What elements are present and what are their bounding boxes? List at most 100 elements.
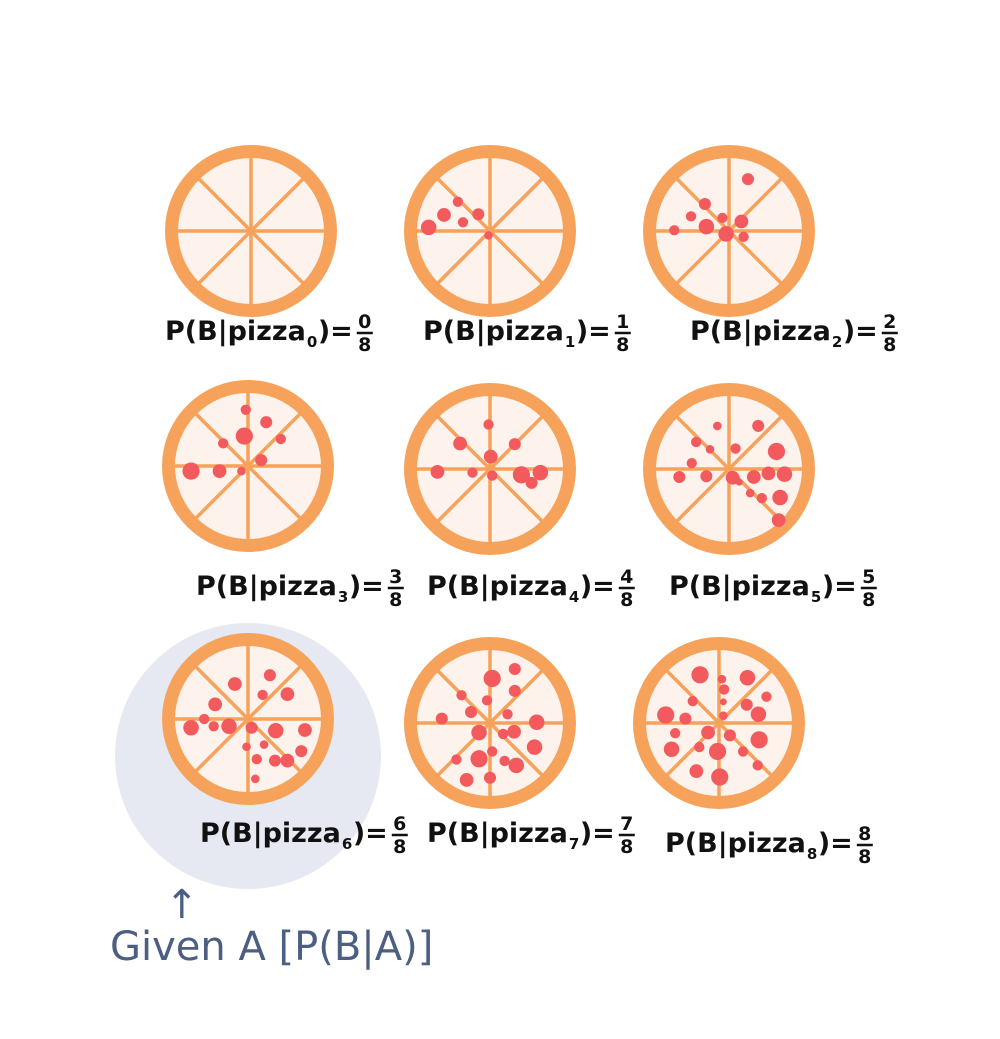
pepperoni-dot bbox=[525, 476, 538, 489]
pepperoni-dot bbox=[275, 433, 287, 445]
pepperoni-dot bbox=[713, 421, 722, 431]
pepperoni-dot bbox=[685, 211, 697, 222]
pepperoni-dot bbox=[750, 731, 768, 749]
pepperoni-dot bbox=[251, 774, 260, 784]
pepperoni-dot bbox=[183, 720, 199, 736]
pepperoni-dot bbox=[730, 443, 741, 454]
pizza-8: P(B|pizza 8)= 88 bbox=[633, 637, 873, 868]
pepperoni-dot bbox=[772, 489, 788, 506]
pepperoni-dot bbox=[437, 208, 451, 222]
fraction-denominator: 8 bbox=[620, 589, 633, 611]
pepperoni-dot bbox=[700, 470, 713, 483]
label-text: P(B|pizza bbox=[669, 571, 810, 602]
label-equals: )= bbox=[576, 316, 611, 347]
pepperoni-dot bbox=[465, 706, 478, 719]
pepperoni-dot bbox=[698, 218, 715, 235]
fraction-numerator: 2 bbox=[883, 311, 896, 333]
pepperoni-dot bbox=[483, 449, 498, 464]
label-text: P(B|pizza bbox=[200, 818, 341, 849]
pepperoni-dot bbox=[687, 695, 698, 707]
label-text: P(B|pizza bbox=[427, 571, 568, 602]
pepperoni-dot bbox=[508, 684, 521, 697]
given-a-label: Given A [P(B|A)] bbox=[110, 924, 433, 970]
given-annotation: ↑ Given A [P(B|A)] bbox=[110, 882, 433, 970]
label-text: P(B|pizza bbox=[165, 316, 306, 347]
pepperoni-dot bbox=[430, 465, 445, 479]
slice-line bbox=[488, 669, 544, 725]
pizza-1: P(B|pizza 1)= 18 bbox=[404, 145, 631, 356]
slice-line bbox=[717, 669, 773, 725]
pepperoni-dot bbox=[483, 669, 501, 688]
probability-label: P(B|pizza 6)= 68 bbox=[200, 813, 408, 858]
pepperoni-dot bbox=[199, 713, 210, 725]
label-subscript: 3 bbox=[338, 588, 348, 606]
fraction-numerator: 1 bbox=[616, 311, 629, 333]
pepperoni-dot bbox=[470, 750, 488, 768]
label-equals: )= bbox=[353, 818, 388, 849]
pepperoni-dot bbox=[452, 196, 464, 207]
pepperoni-dot bbox=[776, 466, 793, 482]
slice-line bbox=[488, 467, 544, 523]
pepperoni-dot bbox=[435, 712, 448, 725]
slice-line bbox=[675, 229, 731, 285]
pepperoni-dot bbox=[502, 709, 513, 720]
slice-line bbox=[194, 665, 250, 721]
label-subscript: 2 bbox=[832, 333, 842, 351]
label-text: P(B|pizza bbox=[665, 828, 806, 859]
slice-line bbox=[436, 229, 492, 285]
pepperoni-dot bbox=[268, 754, 282, 767]
pepperoni-dot bbox=[694, 741, 705, 753]
fraction-numerator: 6 bbox=[393, 813, 406, 835]
pepperoni-dot bbox=[512, 466, 530, 484]
fraction-numerator: 3 bbox=[389, 566, 402, 588]
slice-line bbox=[675, 415, 731, 471]
probability-label: P(B|pizza 3)= 38 bbox=[196, 566, 404, 611]
pepperoni-dot bbox=[472, 208, 485, 221]
fraction-numerator: 4 bbox=[620, 566, 633, 588]
pepperoni-dot bbox=[690, 436, 702, 448]
given-arrow: ↑ bbox=[165, 882, 199, 928]
pepperoni-dot bbox=[280, 687, 295, 702]
pepperoni-dot bbox=[259, 740, 269, 749]
pepperoni-dot bbox=[451, 754, 462, 765]
pepperoni-dot bbox=[212, 464, 227, 478]
slice-line bbox=[727, 415, 783, 471]
label-subscript: 8 bbox=[807, 845, 817, 863]
label-text: P(B|pizza bbox=[423, 316, 564, 347]
pepperoni-dot bbox=[526, 739, 543, 755]
probability-label: P(B|pizza 8)= 88 bbox=[665, 823, 873, 868]
pepperoni-dot bbox=[741, 173, 754, 186]
fraction-denominator: 8 bbox=[393, 836, 406, 858]
label-equals: )= bbox=[580, 818, 615, 849]
fraction-numerator: 8 bbox=[858, 823, 871, 845]
probability-label: P(B|pizza 2)= 28 bbox=[690, 311, 898, 356]
pepperoni-dot bbox=[507, 724, 521, 739]
slice-line bbox=[246, 665, 302, 721]
pepperoni-dot bbox=[218, 438, 229, 449]
pepperoni-dot bbox=[263, 669, 276, 682]
slice-line bbox=[488, 177, 544, 233]
slice-line bbox=[249, 229, 305, 285]
pepperoni-dot bbox=[698, 197, 711, 211]
pepperoni-dot bbox=[456, 690, 467, 701]
pepperoni-dot bbox=[723, 729, 736, 742]
pepperoni-dot bbox=[497, 728, 509, 740]
pepperoni-dot bbox=[701, 725, 715, 740]
pepperoni-dot bbox=[487, 470, 498, 481]
pepperoni-dot bbox=[711, 768, 729, 786]
pizza-7: P(B|pizza 7)= 78 bbox=[404, 637, 635, 858]
slice-line bbox=[675, 467, 731, 523]
slice-line bbox=[197, 177, 253, 233]
fraction-denominator: 8 bbox=[616, 334, 629, 356]
pepperoni-dot bbox=[420, 219, 437, 236]
pizza-2: P(B|pizza 2)= 28 bbox=[643, 145, 898, 356]
pepperoni-dot bbox=[691, 666, 709, 684]
fraction-denominator: 8 bbox=[862, 589, 875, 611]
pepperoni-dot bbox=[750, 706, 767, 722]
pepperoni-dot bbox=[268, 722, 284, 739]
fraction-numerator: 5 bbox=[862, 566, 875, 588]
fraction-denominator: 8 bbox=[883, 334, 896, 356]
pepperoni-dot bbox=[739, 670, 756, 686]
pepperoni-dot bbox=[663, 741, 680, 758]
fraction-denominator: 8 bbox=[389, 589, 402, 611]
